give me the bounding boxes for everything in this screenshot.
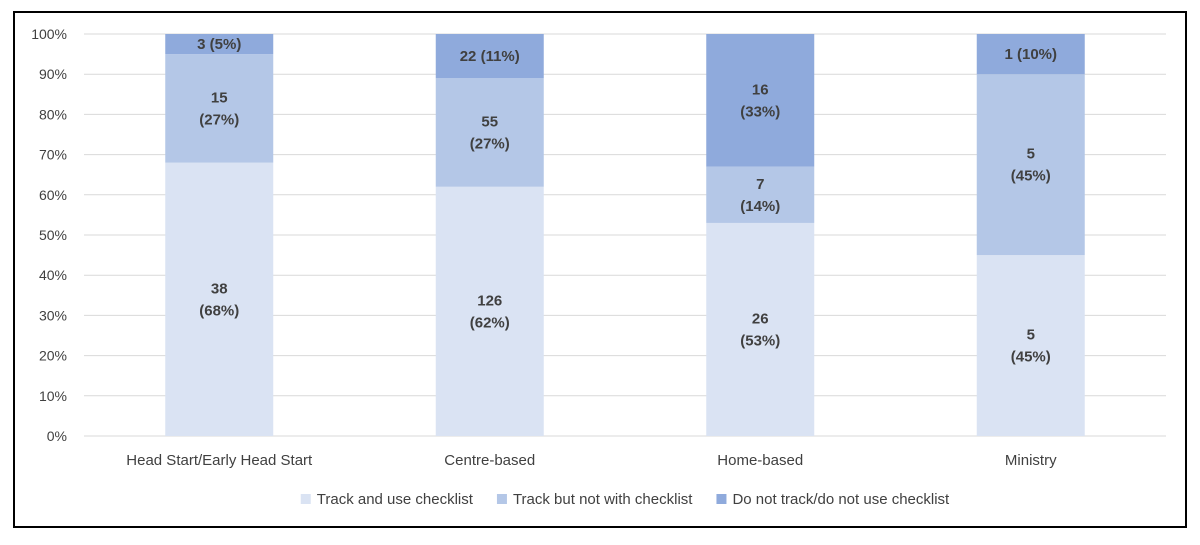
bar-segment <box>435 34 544 79</box>
y-tick-label: 10% <box>39 388 67 404</box>
legend-item: Track and use checklist <box>300 491 474 508</box>
bar-segment <box>435 78 544 187</box>
bars <box>165 34 1085 436</box>
y-tick-label: 50% <box>39 227 67 243</box>
data-label: (68%) <box>199 302 239 319</box>
data-label: 5 <box>1027 146 1035 163</box>
bar-segment <box>976 255 1085 436</box>
y-tick-label: 80% <box>39 106 67 122</box>
x-axis-categories: Head Start/Early Head Start Centre-based H… <box>126 452 1057 469</box>
data-label: (45%) <box>1011 168 1051 185</box>
legend-swatch <box>716 494 727 504</box>
bar-segment <box>165 162 274 436</box>
data-label: 15 <box>211 89 228 106</box>
data-label: 55 <box>481 113 498 130</box>
data-label: 3 (5%) <box>197 36 241 53</box>
y-tick-label: 60% <box>39 187 67 203</box>
y-tick-label: 100% <box>31 26 67 42</box>
x-category-label: Head Start/Early Head Start <box>126 452 313 469</box>
data-label: 126 <box>477 292 502 309</box>
data-label: (33%) <box>740 103 780 120</box>
data-label: (62%) <box>470 314 510 331</box>
data-label: 26 <box>752 310 769 327</box>
bar-segment <box>706 34 815 167</box>
data-label: (14%) <box>740 198 780 215</box>
legend-swatch <box>496 494 507 504</box>
bar-segment <box>706 222 815 436</box>
data-label: 38 <box>211 280 228 297</box>
legend-item: Do not track/do not use checklist <box>716 491 950 508</box>
x-category-label: Home-based <box>717 452 803 469</box>
data-label: 5 <box>1027 327 1035 344</box>
data-label: 16 <box>752 81 769 98</box>
legend-item: Track but not with checklist <box>496 491 693 508</box>
y-tick-label: 40% <box>39 267 67 283</box>
bar-segment <box>165 34 274 55</box>
y-axis-ticks: 0% 10% 20% 30% 40% 50% 60% 70% 80% 90% 100% <box>31 26 67 444</box>
bar-segment <box>706 166 815 223</box>
data-label: 1 (10%) <box>1004 46 1057 63</box>
data-label: (53%) <box>740 332 780 349</box>
legend-label: Track and use checklist <box>317 491 474 508</box>
data-label: 22 (11%) <box>460 48 520 65</box>
y-tick-label: 90% <box>39 66 67 82</box>
bar-segment <box>976 74 1085 256</box>
data-label: 7 <box>756 176 764 193</box>
legend: Track and use checklist Track but not wit… <box>300 491 950 508</box>
bar-segment <box>165 54 274 163</box>
legend-label: Do not track/do not use checklist <box>732 491 950 508</box>
bar-segment <box>435 186 544 436</box>
bar-segment <box>976 34 1085 75</box>
data-label: (45%) <box>1011 349 1051 366</box>
y-tick-label: 20% <box>39 348 67 364</box>
y-tick-label: 30% <box>39 307 67 323</box>
legend-swatch <box>300 494 311 504</box>
y-tick-label: 70% <box>39 147 67 163</box>
data-labels: 38(68%)15(27%)3 (5%)126(62%)55(27%)22 (1… <box>197 36 1057 366</box>
x-category-label: Ministry <box>1005 452 1057 469</box>
data-label: (27%) <box>199 111 239 128</box>
x-category-label: Centre-based <box>444 452 535 469</box>
legend-label: Track but not with checklist <box>513 491 693 508</box>
y-tick-label: 0% <box>47 428 67 444</box>
data-label: (27%) <box>470 135 510 152</box>
